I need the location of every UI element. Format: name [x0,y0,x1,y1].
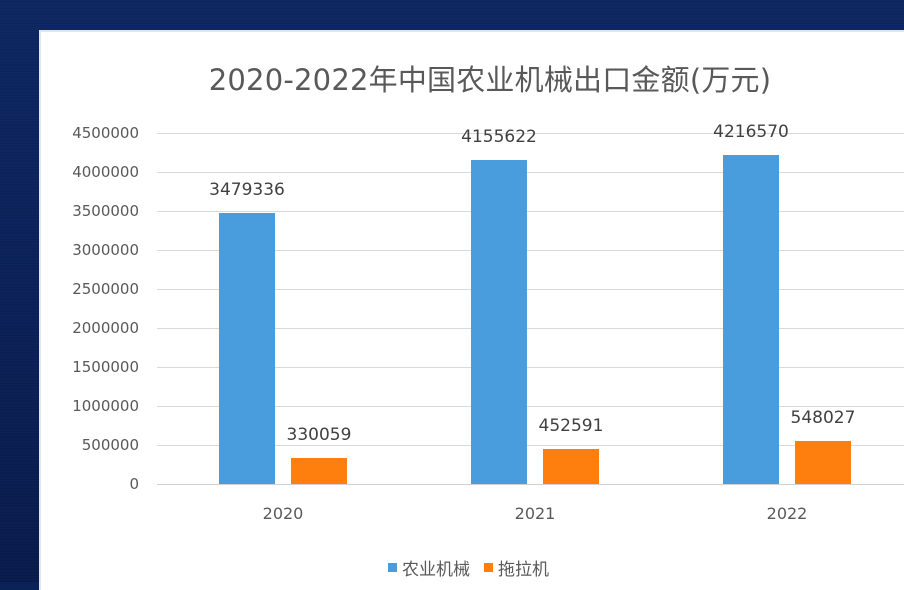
x-axis-line [157,484,904,485]
gridline [157,328,904,329]
y-tick-label: 0 [129,475,139,493]
legend-label: 拖拉机 [498,559,549,580]
data-label: 4216570 [713,122,789,142]
data-label: 330059 [286,425,352,445]
y-tick-label: 2500000 [72,280,139,298]
legend-swatch-orange-icon [484,562,493,572]
y-tick-label: 2000000 [72,319,139,337]
gridline [157,367,904,368]
gridline [157,133,904,134]
legend-item-agri-machinery: 农业机械 [388,555,470,580]
gridline [157,289,904,290]
y-tick-label: 3000000 [72,241,139,259]
bar-tractor-2020 [291,458,347,484]
y-tick-label: 500000 [81,436,139,454]
legend-item-tractor: 拖拉机 [484,555,549,580]
legend: 农业机械 拖拉机 [388,555,563,580]
data-label: 548027 [790,408,856,428]
y-tick-label: 4000000 [72,163,139,181]
x-tick-label: 2022 [766,504,808,523]
chart-title: 2020-2022年中国农业机械出口金额(万元) [208,63,772,97]
bar-tractor-2021 [543,449,599,484]
data-label: 452591 [538,416,604,436]
gridline [157,211,904,212]
bar-agri-machinery-2020 [219,213,275,484]
bar-tractor-2022 [795,441,851,484]
gridline [157,445,904,446]
bar-agri-machinery-2021 [471,160,527,484]
data-label: 4155622 [461,127,537,147]
legend-label: 农业机械 [402,559,470,580]
y-tick-label: 3500000 [72,202,139,220]
gridline [157,406,904,407]
data-label: 3479336 [209,180,285,200]
gridline [157,172,904,173]
legend-swatch-blue-icon [388,562,397,572]
y-tick-label: 1500000 [72,358,139,376]
x-tick-label: 2020 [262,504,304,523]
x-tick-label: 2021 [514,504,556,523]
gridline [157,250,904,251]
bar-agri-machinery-2022 [723,155,779,484]
y-tick-label: 4500000 [72,124,139,142]
y-tick-label: 1000000 [72,397,139,415]
